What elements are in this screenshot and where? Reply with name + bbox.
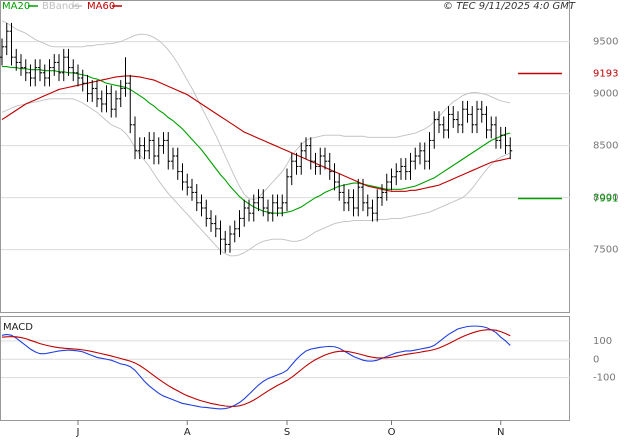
x-tick-label: O: [388, 427, 396, 438]
y-tick-label: 7500: [593, 245, 618, 256]
credit: © TEC 9/11/2025 4:0 GMT: [443, 1, 576, 12]
macd-panel: [0, 316, 570, 421]
legend-ma60: MA60: [87, 1, 115, 12]
x-tick-label: A: [184, 427, 191, 438]
y-tick-label: 9000: [593, 89, 618, 100]
y-tick-label: 9500: [593, 37, 618, 48]
y-tick-label: -100: [593, 373, 616, 384]
macd-title: MACD: [3, 322, 33, 333]
x-tick-label: N: [497, 427, 504, 438]
y-tick-label: 100: [593, 336, 612, 347]
band-line: [1, 98, 511, 257]
legend-ma20: MA20: [2, 1, 30, 12]
level-label: 7991: [593, 194, 618, 205]
indicator-line: [1, 329, 511, 407]
y-tick-label: 0: [593, 354, 599, 365]
level-label: 9193: [593, 69, 618, 80]
x-tick-label: J: [76, 427, 80, 438]
indicator-line: [1, 325, 511, 410]
legend-bbands: BBands: [42, 1, 80, 12]
price-panel: [0, 0, 570, 313]
y-tick-label: 8500: [593, 141, 618, 152]
y-tick-label: 8000: [593, 193, 618, 204]
band-line: [1, 20, 511, 201]
x-tick-label: S: [284, 427, 290, 438]
moving-average-line: [2, 66, 511, 214]
